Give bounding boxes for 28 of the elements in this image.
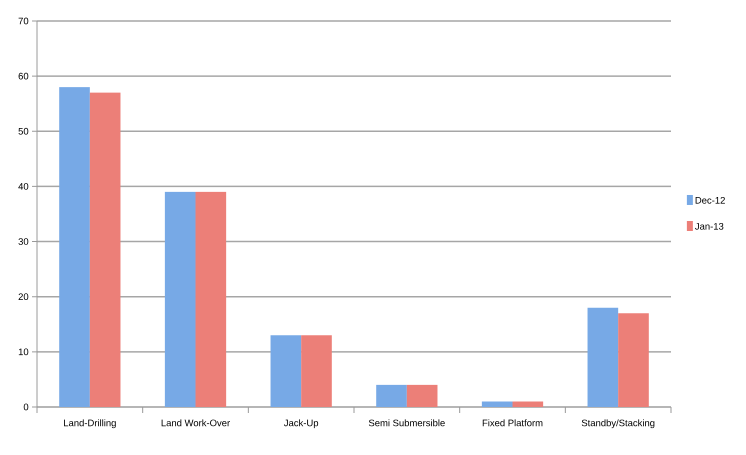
y-tick-label: 70 xyxy=(18,18,28,24)
legend-label: Dec-12 xyxy=(696,196,725,204)
x-tick-label: Jack-Up xyxy=(284,419,318,428)
y-tick-label: 50 xyxy=(18,128,28,135)
bar xyxy=(376,384,407,407)
bar xyxy=(588,308,618,407)
y-tick-label: 0 xyxy=(24,404,28,410)
y-tick-label: 30 xyxy=(18,238,28,245)
x-tick-label: Semi Submersible xyxy=(368,419,445,426)
bar xyxy=(196,192,226,407)
bar xyxy=(406,384,438,407)
bar xyxy=(482,401,513,407)
y-tick-label: 10 xyxy=(18,348,28,356)
bar xyxy=(59,87,90,407)
bar xyxy=(90,92,120,407)
legend-label: Jan-13 xyxy=(695,222,724,230)
bar xyxy=(618,313,649,407)
bar xyxy=(270,335,302,407)
y-tick-label: 20 xyxy=(18,293,28,300)
y-tick-label: 60 xyxy=(18,72,28,80)
x-tick-label: Standby/Stacking xyxy=(582,419,654,428)
x-tick-label: Land Work-Over xyxy=(162,419,230,426)
bar xyxy=(301,335,332,407)
y-tick-label: 40 xyxy=(18,183,28,190)
x-tick-label: Fixed Platform xyxy=(482,419,542,426)
bar xyxy=(164,192,196,407)
bar xyxy=(512,401,544,407)
x-tick-label: Land-Drilling xyxy=(64,419,116,428)
